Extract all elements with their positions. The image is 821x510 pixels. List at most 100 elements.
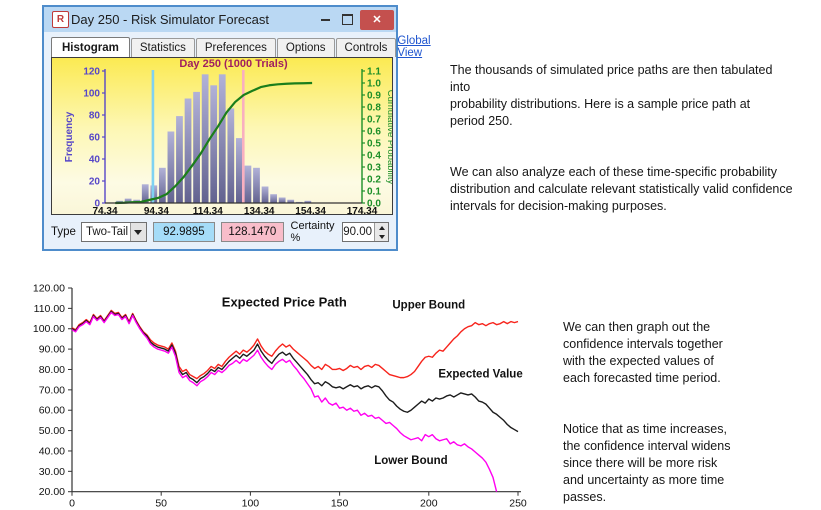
annotation-expected-price-path: Expected Price Path: [222, 294, 347, 309]
histogram-bar: [141, 184, 149, 203]
histogram-chart: Day 250 (1000 Trials)0204060801001200.00…: [64, 58, 392, 214]
annotation-upper-bound: Upper Bound: [392, 299, 465, 311]
type-label: Type: [51, 226, 76, 238]
cum-tick-label: 0.9: [367, 91, 381, 102]
close-button[interactable]: ✕: [360, 9, 394, 30]
x-tick-label: 50: [155, 498, 167, 510]
freq-tick-label: 120: [83, 67, 100, 78]
x-tick-label: 200: [420, 498, 438, 510]
maximize-icon: [341, 14, 353, 25]
histogram-bar: [218, 74, 226, 203]
histogram-bar: [201, 74, 209, 203]
freq-tick-label: 60: [89, 133, 101, 144]
histogram-bar: [184, 98, 192, 203]
risk-simulator-window: R Day 250 - Risk Simulator Forecast ✕ Hi…: [42, 5, 431, 251]
dropdown-button[interactable]: [129, 223, 146, 241]
annotation-expected-value: Expected Value: [438, 369, 522, 381]
x-tick-label: 150: [331, 498, 349, 510]
histogram-bar: [193, 91, 200, 203]
tab-controls[interactable]: Controls: [335, 38, 397, 57]
y-tick-label: 60.00: [39, 405, 65, 417]
histogram-bar: [304, 200, 312, 203]
y-tick-label: 120.00: [33, 283, 65, 295]
freq-tick-label: 100: [83, 89, 100, 100]
histogram-bar: [261, 186, 269, 203]
cum-tick-label: 1.1: [367, 67, 381, 78]
histogram-bar: [158, 167, 166, 203]
y-tick-label: 80.00: [39, 364, 65, 376]
cum-tick-label: 0.7: [367, 115, 381, 126]
forecast-footer: Type Two-Tail 92.9895 128.1470 Certainty…: [51, 220, 389, 244]
price-path-chart: 120.00 110.00 100.00 90.00 80.00 70.00 60.00 50…: [33, 283, 527, 510]
histogram-bar: [278, 197, 286, 203]
freq-tick-label: 20: [89, 177, 101, 188]
maximize-button[interactable]: [336, 10, 358, 29]
histogram-bar: [210, 85, 218, 203]
cumulative-axis-title: Cumulative Probability: [385, 90, 392, 185]
histogram-bar: [244, 165, 252, 203]
cum-tick-label: 0.6: [367, 127, 381, 138]
cum-tick-label: 0.2: [367, 175, 381, 186]
x-tick-label: 74.34: [92, 206, 117, 214]
cum-tick-label: 0.8: [367, 103, 381, 114]
certainty-value: 90.00: [343, 226, 372, 238]
annotation-lower-bound: Lower Bound: [374, 455, 447, 467]
histogram-bar: [167, 131, 175, 203]
spinner-up-button[interactable]: [375, 223, 388, 232]
tab-options[interactable]: Options: [276, 38, 335, 57]
x-tick-label: 100: [242, 498, 260, 510]
y-tick-label: 40.00: [39, 445, 65, 457]
minimize-button[interactable]: [314, 10, 336, 29]
paragraph: The thousands of simulated price paths a…: [450, 63, 773, 128]
certainty-spinner[interactable]: 90.00: [342, 222, 389, 242]
global-view-link[interactable]: Global View: [397, 34, 431, 59]
triangle-down-icon: [378, 234, 385, 239]
freq-tick-label: 80: [89, 111, 101, 122]
series-lower-bound: [71, 311, 498, 492]
x-tick-label: 134.34: [244, 206, 275, 214]
x-tick-label: 0: [69, 498, 75, 510]
histogram-bar: [253, 167, 260, 203]
x-tick-label: 114.34: [193, 206, 223, 214]
histogram-bar: [227, 108, 235, 203]
x-tick-label: 250: [509, 498, 527, 510]
paragraph: We can also analyze each of these time-s…: [450, 165, 793, 213]
top-description-text: The thousands of simulated price paths a…: [450, 45, 795, 249]
spinner-down-button[interactable]: [375, 232, 388, 241]
y-tick-label: 20.00: [39, 486, 65, 498]
window-title: Day 250 - Risk Simulator Forecast: [71, 12, 269, 27]
tab-histogram[interactable]: Histogram: [51, 37, 130, 58]
y-tick-label: 50.00: [39, 425, 65, 437]
x-tick-label: 94.34: [144, 206, 169, 214]
series-expected-value: [71, 310, 519, 433]
lower-percentile-field[interactable]: 92.9895: [152, 222, 216, 242]
titlebar[interactable]: R Day 250 - Risk Simulator Forecast ✕: [44, 7, 396, 32]
frequency-axis-title: Frequency: [64, 111, 75, 162]
y-tick-label: 70.00: [39, 384, 65, 396]
histogram-bar: [270, 194, 277, 203]
side-description-text: We can then graph out the confidence int…: [563, 302, 803, 510]
upper-percentile-field[interactable]: 128.1470: [221, 222, 284, 242]
x-tick-label: 154.34: [295, 206, 326, 214]
cum-tick-label: 0.1: [367, 187, 381, 198]
y-tick-label: 90.00: [39, 344, 65, 356]
cum-tick-label: 0.4: [367, 151, 381, 162]
histogram-frame: Day 250 (1000 Trials) 0 20 40 60 80 100 120 0.0 0…: [51, 57, 393, 215]
chevron-down-icon: [134, 229, 143, 235]
y-tick-label: 30.00: [39, 466, 65, 478]
histogram-bar: [235, 138, 243, 203]
cum-tick-label: 0.0: [367, 199, 381, 210]
app-icon: R: [52, 11, 69, 28]
paragraph: We can then graph out the confidence int…: [563, 320, 723, 385]
freq-tick-label: 40: [89, 155, 101, 166]
y-tick-label: 100.00: [33, 323, 65, 335]
tab-statistics[interactable]: Statistics: [130, 38, 195, 57]
series-upper-bound: [71, 309, 519, 380]
type-dropdown[interactable]: Two-Tail: [80, 222, 147, 242]
tab-preferences[interactable]: Preferences: [195, 38, 276, 57]
minimize-icon: [320, 18, 330, 21]
x-tick-label: 174.34: [347, 206, 378, 214]
type-dropdown-value: Two-Tail: [85, 226, 129, 238]
histogram-bars: [116, 74, 312, 203]
